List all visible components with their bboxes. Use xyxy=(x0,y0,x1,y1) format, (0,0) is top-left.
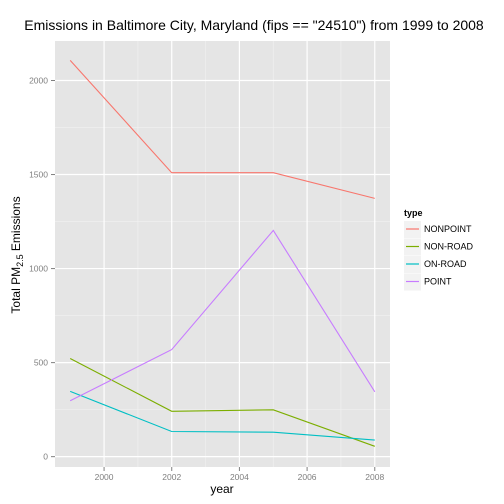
y-tick-label: 2000 xyxy=(29,75,48,85)
y-axis: 0 500 1000 1500 2000 xyxy=(29,75,55,462)
y-axis-title-main: Total PM xyxy=(9,267,23,314)
x-tick-label: 2002 xyxy=(162,472,181,482)
y-axis-title: Total PM2.5 Emissions xyxy=(9,196,25,313)
series-line-non-road xyxy=(69,358,375,447)
y-axis-title-subscript: 2.5 xyxy=(15,254,25,267)
x-axis: 2000 2002 2004 2006 2008 xyxy=(95,467,384,482)
series-line-nonpoint xyxy=(69,60,375,199)
x-axis-title: year xyxy=(210,482,233,496)
y-tick-label: 1500 xyxy=(29,170,48,180)
y-tick-label: 500 xyxy=(34,358,48,368)
x-tick-label: 2008 xyxy=(365,472,384,482)
x-tick-label: 2004 xyxy=(230,472,249,482)
y-tick-label: 1000 xyxy=(29,264,48,274)
y-axis-title-rest: Emissions xyxy=(9,196,23,254)
plot-panel xyxy=(55,41,390,467)
legend-label: POINT xyxy=(424,277,452,287)
x-tick-label: 2006 xyxy=(298,472,317,482)
series-line-on-road xyxy=(69,390,375,441)
y-tick-label: 0 xyxy=(43,452,48,462)
chart-title: Emissions in Baltimore City, Maryland (f… xyxy=(24,17,484,33)
legend-title: type xyxy=(404,208,423,218)
series-layer xyxy=(69,60,376,447)
legend-label: ON-ROAD xyxy=(424,259,467,269)
legend: type NONPOINT NON-ROAD ON-ROAD POINT xyxy=(404,208,473,291)
legend-items: NONPOINT NON-ROAD ON-ROAD POINT xyxy=(404,221,473,291)
minor-grid xyxy=(55,41,390,467)
legend-label: NONPOINT xyxy=(424,224,472,234)
major-grid xyxy=(55,41,390,467)
x-tick-label: 2000 xyxy=(95,472,114,482)
series-line-point xyxy=(69,229,376,402)
legend-label: NON-ROAD xyxy=(424,242,473,252)
